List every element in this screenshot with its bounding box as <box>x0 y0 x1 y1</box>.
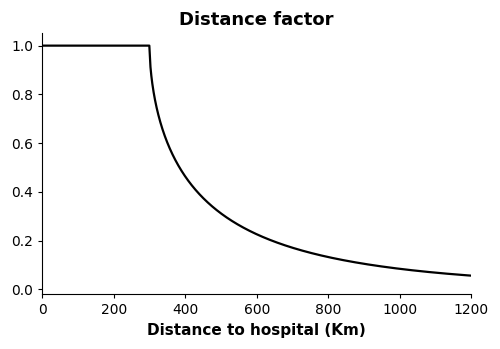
X-axis label: Distance to hospital (Km): Distance to hospital (Km) <box>148 323 366 338</box>
Title: Distance factor: Distance factor <box>180 11 334 29</box>
